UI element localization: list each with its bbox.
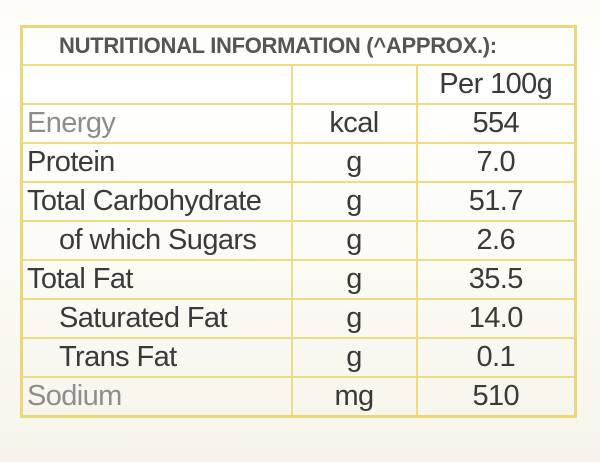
table-row-sodium: Sodium mg 510: [20, 376, 577, 418]
nutrient-name: of which Sugars: [20, 220, 293, 261]
header-empty-unit-cell: [290, 64, 418, 105]
nutrient-unit: mg: [290, 376, 418, 418]
table-header-row: Per 100g: [20, 64, 577, 105]
nutrient-value: 7.0: [415, 142, 577, 183]
table-row-total-carbohydrate: Total Carbohydrate g 51.7: [20, 181, 577, 222]
nutrient-value: 51.7: [415, 181, 577, 222]
table-row-trans-fat: Trans Fat g 0.1: [20, 337, 577, 378]
header-empty-cell: [20, 64, 293, 105]
nutrient-unit: g: [290, 142, 418, 183]
nutrient-unit: g: [290, 298, 418, 339]
nutrient-name: Sodium: [20, 376, 293, 418]
nutrient-value: 0.1: [415, 337, 577, 378]
table-row-sugars: of which Sugars g 2.6: [20, 220, 577, 261]
nutrient-name: Total Fat: [20, 259, 293, 300]
nutrient-value: 510: [415, 376, 577, 418]
nutrient-unit: g: [290, 259, 418, 300]
nutrition-table: NUTRITIONAL INFORMATION (^APPROX.): Per …: [20, 25, 577, 418]
table-row-energy: Energy kcal 554: [20, 103, 577, 144]
table-row-saturated-fat: Saturated Fat g 14.0: [20, 298, 577, 339]
nutrient-unit: g: [290, 181, 418, 222]
nutrient-name: Saturated Fat: [20, 298, 293, 339]
nutrient-unit: g: [290, 337, 418, 378]
table-row-protein: Protein g 7.0: [20, 142, 577, 183]
nutrient-name: Energy: [20, 103, 293, 144]
table-title-row: NUTRITIONAL INFORMATION (^APPROX.):: [20, 25, 577, 66]
table-row-total-fat: Total Fat g 35.5: [20, 259, 577, 300]
nutrient-name: Total Carbohydrate: [20, 181, 293, 222]
table-title: NUTRITIONAL INFORMATION (^APPROX.):: [20, 25, 577, 66]
nutrient-value: 14.0: [415, 298, 577, 339]
nutrient-value: 554: [415, 103, 577, 144]
per-100g-header: Per 100g: [415, 64, 577, 105]
nutrient-unit: g: [290, 220, 418, 261]
nutrient-name: Trans Fat: [20, 337, 293, 378]
nutrient-unit: kcal: [290, 103, 418, 144]
nutrient-name: Protein: [20, 142, 293, 183]
nutrient-value: 2.6: [415, 220, 577, 261]
nutrient-value: 35.5: [415, 259, 577, 300]
